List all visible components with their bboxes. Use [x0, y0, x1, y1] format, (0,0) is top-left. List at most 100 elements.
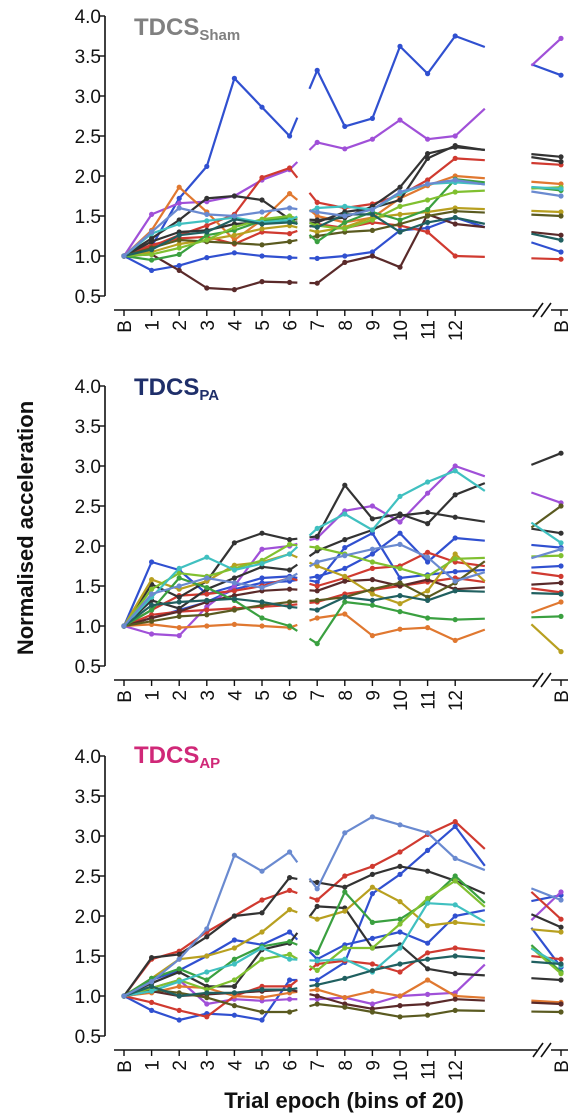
series-gap-stub [454, 464, 486, 478]
data-point [558, 530, 564, 536]
series-gap-stub [455, 946, 485, 953]
data-point [176, 237, 182, 243]
data-point [452, 177, 458, 183]
data-point [558, 193, 564, 199]
data-point [342, 594, 348, 600]
data-point [558, 450, 564, 456]
y-tick-label: 1.5 [75, 207, 101, 228]
data-point [231, 213, 237, 219]
series-gap-stub [454, 857, 486, 872]
data-point [176, 993, 182, 999]
x-tick-label: 5 [253, 1060, 274, 1071]
data-point [558, 1001, 564, 1007]
data-point [314, 916, 320, 922]
x-tick-label: 10 [391, 690, 412, 711]
x-tick-label: 5 [253, 320, 274, 331]
data-point [231, 977, 237, 983]
data-point [425, 940, 431, 946]
data-point [369, 961, 375, 967]
series-gap-stub [531, 161, 562, 166]
data-point [204, 612, 210, 618]
data-point [314, 897, 320, 903]
series-gap-stub [530, 521, 562, 544]
data-point [342, 1004, 348, 1010]
data-point [397, 601, 403, 607]
series-gap-stub [454, 571, 486, 583]
data-point [176, 1017, 182, 1023]
data-point [231, 913, 237, 919]
data-point [397, 189, 403, 195]
x-tick-label: 4 [225, 690, 246, 701]
data-point [558, 613, 564, 620]
y-tick-label: 3.5 [75, 417, 101, 438]
data-point [287, 231, 293, 237]
data-point [149, 618, 155, 624]
y-tick-label: 2.5 [75, 127, 101, 148]
data-point [397, 921, 403, 927]
series-gap-stub [531, 180, 562, 186]
series-line-16 [121, 814, 564, 999]
series-gap-stub [455, 921, 485, 927]
x-tick-label: 11 [419, 690, 440, 710]
data-point [314, 239, 320, 245]
data-point [425, 895, 431, 902]
data-point [452, 155, 458, 161]
data-point [369, 988, 375, 994]
series-gap-stub [531, 615, 562, 619]
data-point [452, 902, 458, 908]
y-tick-label: 1.5 [75, 947, 101, 968]
data-point [121, 253, 127, 259]
data-point [452, 189, 458, 195]
data-point [259, 209, 265, 215]
data-point [397, 899, 403, 905]
data-point [259, 599, 265, 605]
series-line-15 [121, 588, 564, 629]
data-point [176, 983, 182, 990]
data-point [259, 585, 265, 591]
data-point [259, 575, 265, 581]
data-point [231, 232, 237, 238]
data-point [558, 971, 564, 977]
data-point [314, 597, 320, 604]
data-point [314, 199, 320, 205]
data-point [287, 133, 293, 139]
data-point [287, 567, 293, 573]
x-tick-label: 10 [391, 320, 412, 341]
data-point [558, 553, 564, 559]
series-segment [316, 35, 457, 128]
data-point [231, 945, 237, 951]
series-gap-stub [531, 928, 562, 934]
data-point [259, 197, 265, 203]
data-point [425, 71, 431, 77]
x-tick-label: 12 [446, 690, 467, 711]
data-point [558, 916, 564, 922]
data-point [425, 197, 431, 203]
data-point [314, 1001, 320, 1007]
data-point [204, 990, 210, 996]
data-point [425, 509, 431, 515]
data-point [231, 567, 237, 573]
data-point [425, 213, 431, 219]
data-point [314, 607, 320, 613]
data-point [314, 982, 320, 988]
series-segment [316, 886, 456, 927]
data-point [149, 591, 155, 597]
data-point [425, 588, 431, 594]
series-gap-stub [530, 913, 562, 929]
data-point [369, 577, 375, 583]
x-tick-label: 2 [170, 320, 191, 331]
data-point [558, 256, 564, 262]
series-gap-stub [530, 63, 562, 77]
x-tick-label: 11 [419, 1060, 440, 1080]
series-segment [316, 484, 456, 537]
data-point [369, 559, 375, 565]
x-tick-label: 3 [198, 320, 219, 331]
data-point [452, 33, 458, 39]
series-gap-stub [531, 600, 562, 614]
data-point [558, 591, 564, 597]
x-tick-label: 1 [143, 1060, 164, 1071]
series-line-14 [121, 468, 564, 629]
data-point [204, 575, 210, 581]
data-point [452, 971, 458, 977]
